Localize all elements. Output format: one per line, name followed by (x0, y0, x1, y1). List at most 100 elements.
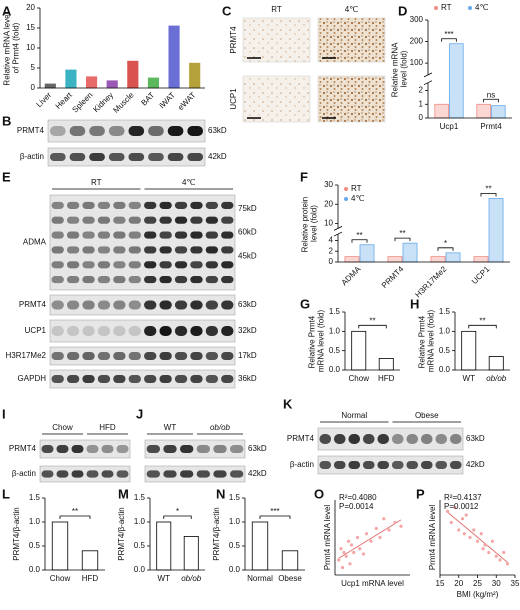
size-label: 63kD (248, 444, 267, 453)
blot-band (66, 216, 80, 224)
blot-band (144, 261, 157, 269)
blot-band (221, 246, 234, 254)
blot-band (89, 152, 105, 162)
blot-band (221, 231, 234, 239)
legend-marker (344, 187, 348, 191)
blot-band (221, 374, 234, 384)
blot-strip (317, 455, 464, 475)
legend-marker (434, 6, 438, 10)
blot-band (71, 444, 84, 454)
point (460, 517, 465, 521)
point (449, 520, 453, 525)
x-tick-label: PRMT4 (380, 264, 406, 290)
blot-band (82, 201, 95, 209)
panel-label: G (300, 296, 310, 311)
y-tick-label: 0 (31, 83, 36, 92)
blot-band (66, 261, 80, 269)
y-tick-label: 0.0 (134, 565, 146, 574)
row-label: PRMT4 (17, 126, 45, 135)
y-tick-label: 20 (324, 199, 333, 208)
blot-band (190, 216, 203, 224)
blot-band (82, 216, 95, 224)
y-tick-label: 20 (26, 3, 35, 12)
blot-band (159, 276, 172, 284)
group-label: RT (91, 178, 102, 187)
blot-band (348, 460, 361, 470)
bar (488, 356, 504, 371)
y-tick-label: 2 (419, 86, 424, 95)
blot-band (190, 300, 203, 310)
blot-band (128, 152, 145, 162)
blot-band (213, 470, 227, 478)
point (472, 528, 476, 532)
blot-strip (49, 294, 236, 316)
y-tick-label: 1.5 (29, 493, 41, 502)
significance-bracket (59, 515, 91, 519)
point (382, 517, 386, 521)
point (355, 535, 360, 540)
blot-band (190, 231, 203, 239)
blot-band (101, 444, 114, 454)
y-tick-label: 0 (419, 113, 424, 122)
blot-band (319, 460, 332, 470)
blot-band (97, 201, 111, 209)
point (502, 550, 506, 555)
size-label: 32kD (238, 326, 257, 335)
y-axis-label: PRMT4/β-actin (12, 507, 21, 561)
blot-band (113, 276, 126, 284)
point (387, 528, 391, 532)
column-label: RT (271, 5, 282, 14)
legend-label: RT (441, 3, 452, 12)
group-label: Obese (415, 411, 439, 420)
blot-band (113, 351, 126, 361)
bar (251, 521, 269, 571)
bar (476, 103, 491, 119)
ihc-image (317, 75, 386, 123)
blot-band (348, 434, 361, 444)
significance-label: ** (479, 316, 485, 325)
blot-band (49, 152, 66, 162)
point (393, 520, 397, 525)
point (378, 535, 382, 540)
blot-band (113, 201, 126, 209)
point (337, 558, 341, 562)
significance-bracket (480, 193, 497, 197)
x-tick-label: Obese (278, 574, 302, 583)
point (445, 509, 450, 513)
blot-band (174, 201, 188, 209)
blot-band (97, 300, 111, 310)
blot-band (108, 152, 125, 162)
y-tick-label: 0.0 (29, 565, 41, 574)
size-label: 60kD (238, 228, 257, 237)
blot-band (82, 374, 95, 384)
blot-band (190, 326, 203, 336)
blot-strip (49, 346, 236, 366)
size-label: 75kD (238, 204, 257, 213)
blot-band (187, 152, 204, 162)
blot-band (406, 434, 419, 444)
y-axis-label: Relative mRNA level (fold) (390, 41, 408, 97)
blot-band (205, 374, 219, 384)
point (479, 532, 483, 536)
blot-band (51, 374, 64, 384)
blot-band (174, 216, 188, 224)
blot-band (449, 460, 462, 470)
blot-strip (39, 439, 131, 459)
panel-label: B (2, 113, 11, 128)
x-tick-label: ADMA (340, 264, 363, 287)
legend-marker (468, 6, 472, 10)
x-tick-label: 15 (436, 579, 445, 588)
panel-label: F (300, 169, 308, 184)
bar (65, 69, 77, 89)
significance-bracket (437, 247, 454, 251)
x-tick-label: HFD (378, 374, 395, 383)
blot-band (82, 300, 95, 310)
blot-band (51, 231, 64, 239)
significance-label: *** (444, 30, 453, 39)
blot-band (377, 434, 390, 444)
y-tick-label: 1.5 (229, 493, 241, 502)
stat-label: R²=0.4080 (339, 493, 377, 502)
blot-band (159, 300, 172, 310)
y-tick-label: 15 (26, 23, 35, 32)
y-tick-label: 5 (31, 63, 36, 72)
